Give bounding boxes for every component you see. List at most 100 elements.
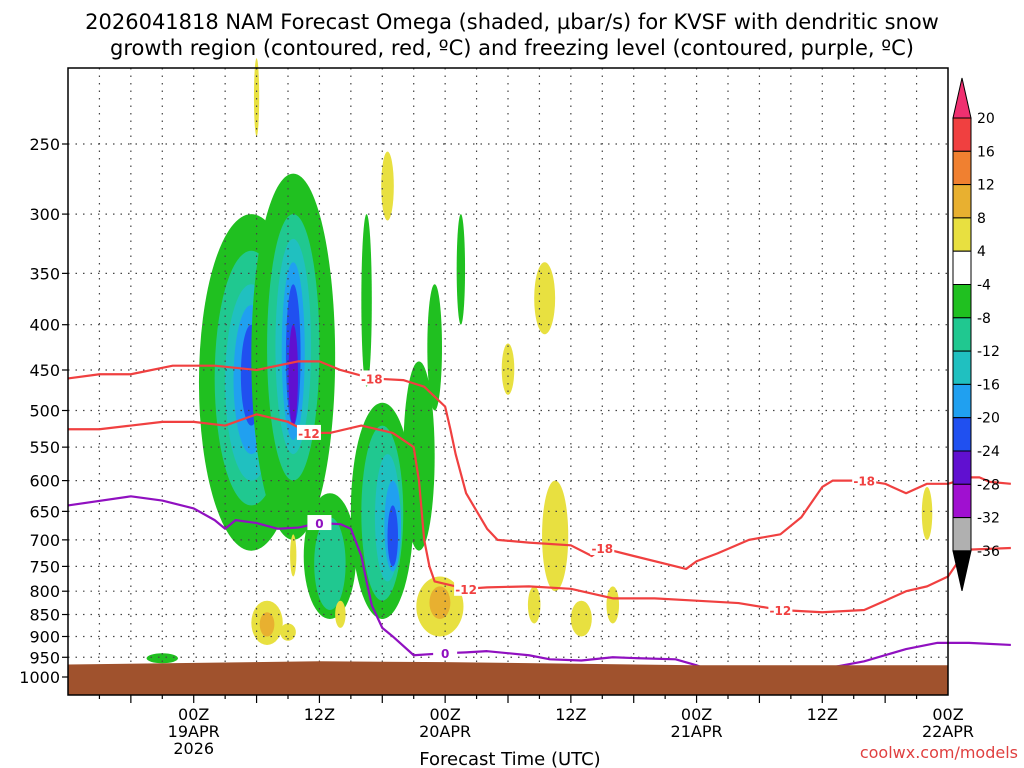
colorbar-swatch-10 bbox=[952, 417, 972, 452]
omega-shade-region-10 bbox=[288, 324, 298, 426]
y-tick-label-600: 600 bbox=[29, 472, 60, 491]
omega-shade-region-35 bbox=[280, 623, 296, 641]
colorbar-swatch-3 bbox=[952, 184, 972, 219]
y-tick-label-800: 800 bbox=[29, 582, 60, 601]
omega-colorbar: 20 16 12 8 4 -4 -8 -12 -16 -20 -24 -28 -32 -36 bbox=[952, 77, 1000, 592]
x-tick-date-6: 22APR bbox=[922, 722, 974, 741]
freezing-level-label-1: 0 bbox=[441, 647, 449, 661]
ground-fill bbox=[68, 661, 948, 695]
omega-shade-region-19 bbox=[427, 284, 442, 411]
x-tick-label-2: 00Z bbox=[429, 705, 460, 724]
chart-title-line1: 2026041818 NAM Forecast Omega (shaded, µ… bbox=[85, 10, 939, 34]
dgz-top-label-1: -18 bbox=[591, 542, 613, 556]
omega-shade-region-15 bbox=[387, 505, 398, 567]
colorbar-label--20: -20 bbox=[977, 411, 1000, 427]
dgz-top-label-0: -18 bbox=[361, 372, 383, 386]
colorbar-swatch-9 bbox=[952, 383, 972, 419]
colorbar-label-4: 4 bbox=[977, 244, 986, 260]
colorbar-label-12: 12 bbox=[977, 178, 995, 194]
y-tick-label-350: 350 bbox=[29, 264, 60, 283]
omega-shade-region-30 bbox=[570, 600, 592, 637]
x-tick-label-4: 00Z bbox=[681, 705, 712, 724]
ground-surface bbox=[68, 661, 948, 695]
colorbar-label--12: -12 bbox=[977, 344, 1000, 360]
freezing-level-east-contour bbox=[822, 641, 1011, 671]
colorbar-swatch-11 bbox=[952, 450, 972, 485]
omega-shade-region-20 bbox=[361, 214, 372, 387]
colorbar-top-arrow bbox=[952, 77, 972, 119]
y-axis-pressure: 250 300 350 400 450 500 550 600 650 700 750 800 850 9… bbox=[19, 135, 68, 687]
y-tick-label-900: 900 bbox=[29, 627, 60, 646]
omega-shade-region-17 bbox=[314, 517, 346, 610]
y-tick-label-450: 450 bbox=[29, 361, 60, 380]
omega-shade-region-38 bbox=[921, 486, 933, 540]
omega-shade-region-25 bbox=[534, 262, 556, 335]
colorbar-swatch-4 bbox=[952, 217, 972, 252]
y-tick-label-1000: 1000 bbox=[19, 668, 60, 687]
colorbar-label--24: -24 bbox=[977, 444, 1000, 460]
credit-text: coolwx.com/models bbox=[860, 743, 1018, 762]
omega-shade-region-27 bbox=[542, 480, 569, 592]
y-tick-label-750: 750 bbox=[29, 557, 60, 576]
dgz-top-label-bg-1 bbox=[590, 540, 615, 556]
y-tick-label-500: 500 bbox=[29, 402, 60, 421]
y-tick-label-850: 850 bbox=[29, 606, 60, 625]
x-tick-label-5: 12Z bbox=[807, 705, 838, 724]
dgz-top-label-bg-2 bbox=[852, 472, 877, 488]
y-tick-label-650: 650 bbox=[29, 502, 60, 521]
omega-shade-region-32 bbox=[606, 586, 620, 624]
colorbar-swatch-7 bbox=[952, 317, 972, 352]
plot-area: -18 -18 -18 -12 -12 -12 0 0 bbox=[67, 58, 1011, 696]
y-tick-label-250: 250 bbox=[29, 135, 60, 154]
colorbar-label-8: 8 bbox=[977, 211, 986, 227]
colorbar-label--4: -4 bbox=[977, 278, 991, 294]
omega-shade-region-24 bbox=[381, 151, 394, 221]
y-tick-label-300: 300 bbox=[29, 205, 60, 224]
dgz-bottom-label-bg-2 bbox=[768, 601, 793, 617]
colorbar-label--32: -32 bbox=[977, 511, 1000, 527]
freezing-level-label-bg-1 bbox=[433, 645, 458, 661]
colorbar-label--8: -8 bbox=[977, 311, 991, 327]
colorbar-label-16: 16 bbox=[977, 144, 995, 160]
dgz-top-label-bg-0 bbox=[359, 370, 384, 386]
x-axis-label: Forecast Time (UTC) bbox=[419, 749, 600, 768]
x-tick-label-0: 00Z bbox=[178, 705, 209, 724]
x-tick-date-2: 20APR bbox=[419, 722, 471, 741]
x-tick-year-0: 2026 bbox=[173, 739, 214, 758]
dgz-top-contour bbox=[67, 360, 1011, 571]
omega-shading bbox=[146, 58, 933, 664]
omega-shade-region-18 bbox=[403, 361, 435, 551]
colorbar-swatch-2 bbox=[952, 150, 972, 186]
colorbar-swatch-5 bbox=[952, 250, 972, 285]
y-tick-label-950: 950 bbox=[29, 648, 60, 667]
x-tick-label-3: 12Z bbox=[555, 705, 586, 724]
dgz-bottom-label-0: -12 bbox=[298, 427, 320, 441]
temperature-contours: -18 -18 -18 -12 -12 -12 0 0 bbox=[67, 360, 1011, 671]
omega-shade-region-36 bbox=[335, 600, 346, 628]
colorbar-label--16: -16 bbox=[977, 377, 1000, 393]
colorbar-label--36: -36 bbox=[977, 544, 1000, 560]
x-tick-label-1: 12Z bbox=[304, 705, 335, 724]
omega-shade-region-22 bbox=[146, 653, 179, 664]
y-tick-label-550: 550 bbox=[29, 438, 60, 457]
dgz-top-label-2: -18 bbox=[853, 475, 875, 489]
x-tick-label-6: 00Z bbox=[932, 705, 963, 724]
colorbar-bottom-arrow bbox=[952, 550, 972, 592]
x-tick-date-0: 19APR bbox=[168, 722, 220, 741]
colorbar-swatch-12 bbox=[952, 483, 972, 519]
omega-shade-region-37 bbox=[290, 534, 297, 577]
dgz-bottom-label-1: -12 bbox=[455, 583, 477, 597]
omega-shade-region-34 bbox=[259, 612, 275, 637]
y-tick-label-700: 700 bbox=[29, 531, 60, 550]
freezing-level-label-0: 0 bbox=[315, 517, 323, 531]
omega-shade-region-23 bbox=[253, 58, 260, 137]
omega-shade-region-29 bbox=[429, 586, 451, 620]
colorbar-label-20: 20 bbox=[977, 111, 995, 127]
y-tick-label-400: 400 bbox=[29, 316, 60, 335]
colorbar-label--28: -28 bbox=[977, 477, 1000, 493]
dgz-bottom-label-bg-1 bbox=[454, 580, 479, 596]
dgz-bottom-label-2: -12 bbox=[770, 604, 792, 618]
omega-shade-region-31 bbox=[527, 586, 541, 624]
